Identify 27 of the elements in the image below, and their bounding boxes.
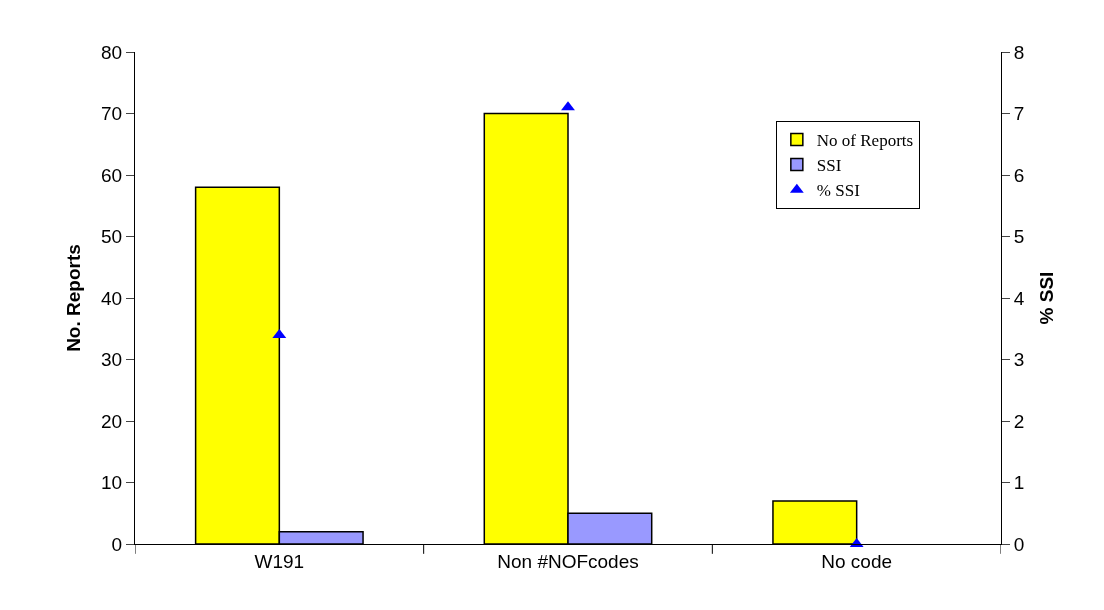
x-tick-label: Non #NOFcodes bbox=[497, 550, 639, 572]
y-tick-label: 0 bbox=[111, 533, 123, 555]
x-tick-label: W191 bbox=[254, 550, 305, 572]
legend-label: % SSI bbox=[816, 181, 861, 201]
y2-tick-label: 8 bbox=[1013, 41, 1025, 63]
legend-label: No of Reports bbox=[816, 131, 914, 151]
y2-tick-label: 6 bbox=[1013, 164, 1025, 186]
y2-tick-label: 0 bbox=[1013, 533, 1025, 555]
y-tick-label: 10 bbox=[101, 472, 123, 494]
y2-tick-label: 1 bbox=[1013, 472, 1025, 494]
y2-tick-label: 7 bbox=[1013, 103, 1025, 125]
y-tick-label: 70 bbox=[101, 103, 123, 125]
y2-tick-label: 5 bbox=[1013, 226, 1025, 248]
y-tick-label: 80 bbox=[101, 41, 123, 63]
y-tick-label: 50 bbox=[101, 226, 123, 248]
y-tick-label: 30 bbox=[101, 349, 123, 371]
y2-tick-label: 3 bbox=[1013, 349, 1025, 371]
x-tick-label: No code bbox=[821, 550, 893, 572]
y-tick-label: 60 bbox=[101, 164, 123, 186]
y2-tick-label: 2 bbox=[1013, 410, 1025, 432]
point bbox=[561, 101, 575, 111]
y2-axis-title: % SSI bbox=[1035, 271, 1057, 325]
y-axis-title: No. Reports bbox=[62, 244, 84, 352]
y-tick-label: 40 bbox=[101, 287, 123, 309]
legend-label: SSI bbox=[816, 156, 842, 176]
y2-tick-label: 4 bbox=[1013, 287, 1025, 309]
y-tick-label: 20 bbox=[101, 410, 123, 432]
